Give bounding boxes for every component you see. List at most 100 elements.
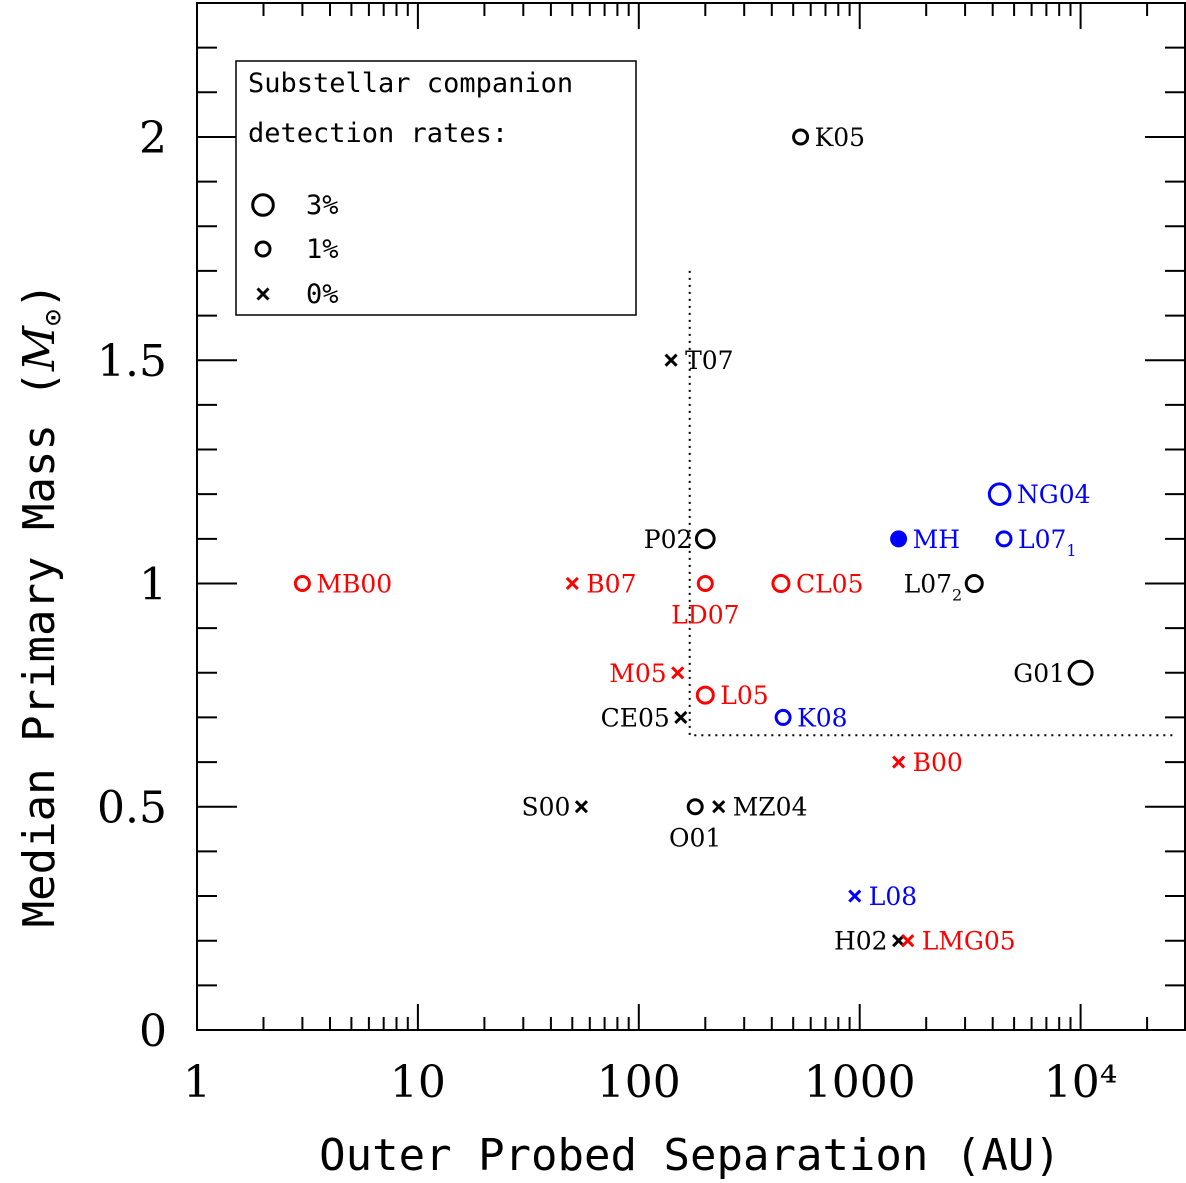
point-label: M05 xyxy=(609,659,666,688)
point-marker xyxy=(964,573,984,593)
y-tick-label: 1.5 xyxy=(97,336,167,387)
point-label-text: MZ04 xyxy=(733,793,808,822)
legend-title-line1: Substellar companion xyxy=(248,68,573,99)
y-tick-label: 0 xyxy=(139,1006,167,1057)
y-axis-title-text: Median Primary Mass ( xyxy=(14,371,65,927)
point-marker xyxy=(771,573,791,593)
point-marker-cross-b xyxy=(671,666,685,680)
data-point-s00: S00 xyxy=(521,793,589,822)
point-label: L071 xyxy=(1018,525,1077,560)
point-label-text: B00 xyxy=(913,748,963,777)
x-tick-label: 1000 xyxy=(804,1057,916,1108)
point-label: MZ04 xyxy=(733,793,808,822)
point-marker xyxy=(694,528,716,550)
data-point-lmg05: LMG05 xyxy=(901,927,1016,956)
point-label: B00 xyxy=(913,748,963,777)
point-label: O01 xyxy=(669,824,721,853)
point-marker xyxy=(774,708,792,726)
y-axis-title-close: ) xyxy=(14,283,65,310)
point-marker xyxy=(686,798,704,816)
data-point-t07: T07 xyxy=(664,346,734,375)
point-label-text: LMG05 xyxy=(922,927,1016,956)
point-label-text: L05 xyxy=(720,681,768,710)
y-axis-title: Median Primary Mass (M⊙) xyxy=(14,283,69,928)
data-point-k08: K08 xyxy=(774,703,848,732)
point-label: NG04 xyxy=(1017,480,1091,509)
data-point-k05: K05 xyxy=(792,123,866,152)
point-marker-cross-b xyxy=(892,755,906,769)
x-tick-label: 100 xyxy=(597,1057,681,1108)
legend-marker xyxy=(251,193,275,217)
axes-layer: 1 10 100 1000 10⁴ 0 0.5 1 1.5 2 xyxy=(97,2,1186,1108)
y-axis-title-symbol: M xyxy=(14,325,65,372)
point-label-text: MH xyxy=(913,525,960,554)
point-label: MH xyxy=(913,525,960,554)
point-label: L08 xyxy=(869,882,917,911)
point-marker xyxy=(987,482,1012,506)
data-point-l07-2: L072 xyxy=(904,569,984,604)
point-label: P02 xyxy=(644,525,693,554)
legend-label-0: 0% xyxy=(306,279,339,310)
x-tick-label: 1 xyxy=(183,1057,211,1108)
point-label-text: M05 xyxy=(609,659,666,688)
x-tick-label: 10⁴ xyxy=(1044,1057,1118,1108)
data-point-mb00: MB00 xyxy=(293,569,392,598)
legend: Substellar companion detection rates: 3%… xyxy=(235,60,637,316)
data-point-mz04: MZ04 xyxy=(712,793,808,822)
point-label-text: LD07 xyxy=(671,600,739,629)
y-tick-label: 2 xyxy=(139,113,167,164)
data-point-mh: MH xyxy=(890,525,960,554)
point-marker-cross-b xyxy=(664,353,678,367)
point-marker-cross-b xyxy=(565,576,579,591)
point-marker-cross-b xyxy=(712,800,726,814)
point-label: LD07 xyxy=(671,600,739,629)
legend-marker-cross-b xyxy=(256,287,270,301)
legend-box xyxy=(235,60,637,316)
data-point-ld07: LD07 xyxy=(671,574,740,629)
point-label-text: K08 xyxy=(797,703,848,732)
point-marker xyxy=(695,685,715,705)
y-axis-title-subscript: ⊙ xyxy=(36,309,69,326)
point-marker xyxy=(293,574,311,592)
point-label: K05 xyxy=(815,123,866,152)
point-label-text: MB00 xyxy=(316,569,392,598)
point-label-text: H02 xyxy=(834,927,888,956)
point-label: S00 xyxy=(521,793,570,822)
point-label: K08 xyxy=(797,703,848,732)
data-point-h02: H02 xyxy=(834,927,906,956)
point-marker-cross-b xyxy=(674,710,688,724)
point-label-text: L07 xyxy=(1018,525,1066,554)
point-label-text: T07 xyxy=(685,346,734,375)
point-marker-cross-b xyxy=(901,934,915,948)
point-label-subscript: 2 xyxy=(952,585,962,604)
data-point-ce05: CE05 xyxy=(601,703,688,732)
point-marker-cross-b xyxy=(848,889,862,903)
point-label: H02 xyxy=(834,927,888,956)
y-tick-label: 1 xyxy=(139,559,167,610)
point-label: B07 xyxy=(586,569,636,598)
data-point-b00: B00 xyxy=(892,748,963,777)
data-point-p02: P02 xyxy=(644,525,716,554)
point-label: L072 xyxy=(904,569,963,604)
point-label: LMG05 xyxy=(922,927,1016,956)
data-point-l07-1: L071 xyxy=(995,525,1077,560)
point-marker xyxy=(696,574,714,592)
point-label-text: K05 xyxy=(815,123,866,152)
point-label-subscript: 1 xyxy=(1066,541,1076,560)
point-label-text: L07 xyxy=(904,569,952,598)
point-label: T07 xyxy=(685,346,734,375)
data-point-g01: G01 xyxy=(1013,659,1094,688)
point-label-text: B07 xyxy=(586,569,636,598)
y-axis-title-group: Median Primary Mass (M⊙) xyxy=(14,283,69,928)
boundary-dotted-line xyxy=(688,270,1174,737)
point-marker xyxy=(1067,659,1094,686)
data-point-m05: M05 xyxy=(609,659,685,688)
legend-marker xyxy=(254,240,272,258)
point-label-text: CE05 xyxy=(601,703,670,732)
point-label-text: CL05 xyxy=(796,569,864,598)
point-marker xyxy=(890,530,908,548)
point-label-text: P02 xyxy=(644,525,693,554)
point-label: G01 xyxy=(1013,659,1065,688)
